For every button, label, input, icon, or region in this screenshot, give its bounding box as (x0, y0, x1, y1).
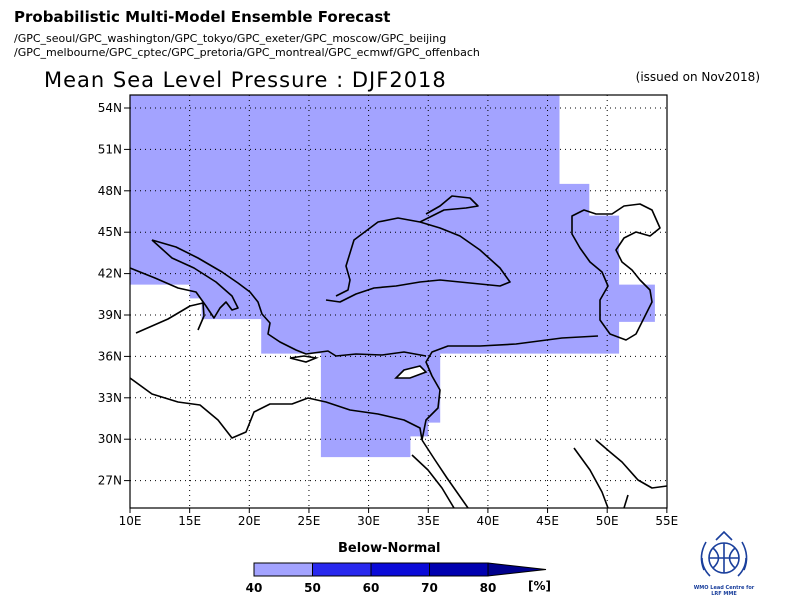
lat-label: 33N (98, 391, 122, 405)
lat-label: 27N (98, 474, 122, 488)
colorbar-segment (429, 562, 489, 577)
models-line-1: /GPC_seoul/GPC_washington/GPC_tokyo/GPC_… (14, 32, 447, 45)
longitude-labels: 10E 15E 20E 25E 30E 35E 40E 45E 50E 55E (119, 508, 678, 528)
lon-label: 35E (417, 514, 440, 528)
lon-label: 15E (178, 514, 201, 528)
lon-label: 45E (536, 514, 559, 528)
lat-label: 45N (98, 225, 122, 239)
colorbar (253, 562, 547, 577)
lon-label: 50E (596, 514, 619, 528)
lon-label: 20E (238, 514, 261, 528)
colorbar-tick-label: 80 (480, 581, 497, 595)
forecast-title: Probabilistic Multi-Model Ensemble Forec… (14, 8, 391, 26)
colorbar-tick-label: 50 (304, 581, 321, 595)
map-frame (129, 94, 668, 509)
lon-label: 40E (476, 514, 499, 528)
logo-text-line-1: WMO Lead Centre for (693, 585, 755, 591)
colorbar-tick-label: 40 (246, 581, 263, 595)
wmo-logo-icon (700, 530, 748, 577)
lon-label: 25E (298, 514, 321, 528)
logo-text-line-2: LRF MME (711, 591, 737, 597)
colorbar-tick-label: 70 (421, 581, 438, 595)
wmo-lead-centre-label: WMO Lead Centre for LRF MME (674, 585, 774, 597)
lat-label: 51N (98, 142, 122, 156)
plot-title: Mean Sea Level Pressure : DJF2018 (44, 68, 447, 92)
lat-label: 42N (98, 267, 122, 281)
probability-shading (130, 95, 655, 458)
legend-title: Below-Normal (338, 541, 441, 556)
lat-label: 48N (98, 184, 122, 198)
models-line-2: /GPC_melbourne/GPC_cptec/GPC_pretoria/GP… (14, 46, 480, 59)
colorbar-tick-label: 60 (363, 581, 380, 595)
lat-label: 39N (98, 308, 122, 322)
lon-label: 30E (357, 514, 380, 528)
lat-label: 30N (98, 432, 122, 446)
latitude-labels: 54N 51N 48N 45N 42N 39N 36N 33N 30N 27N (98, 101, 130, 488)
colorbar-segment (312, 562, 372, 577)
colorbar-arrow (487, 562, 547, 577)
crete (289, 355, 319, 363)
lat-label: 54N (98, 101, 122, 115)
colorbar-segment (253, 562, 313, 577)
lon-label: 55E (655, 514, 678, 528)
coastlines (130, 195, 667, 508)
colorbar-ticks: 40 50 60 70 80 (246, 581, 497, 595)
lon-label: 10E (119, 514, 142, 528)
legend-unit: [%] (528, 579, 551, 593)
cyprus (394, 365, 428, 379)
colorbar-segment (370, 562, 430, 577)
issued-date: (issued on Nov2018) (635, 70, 760, 84)
lat-label: 36N (98, 349, 122, 363)
